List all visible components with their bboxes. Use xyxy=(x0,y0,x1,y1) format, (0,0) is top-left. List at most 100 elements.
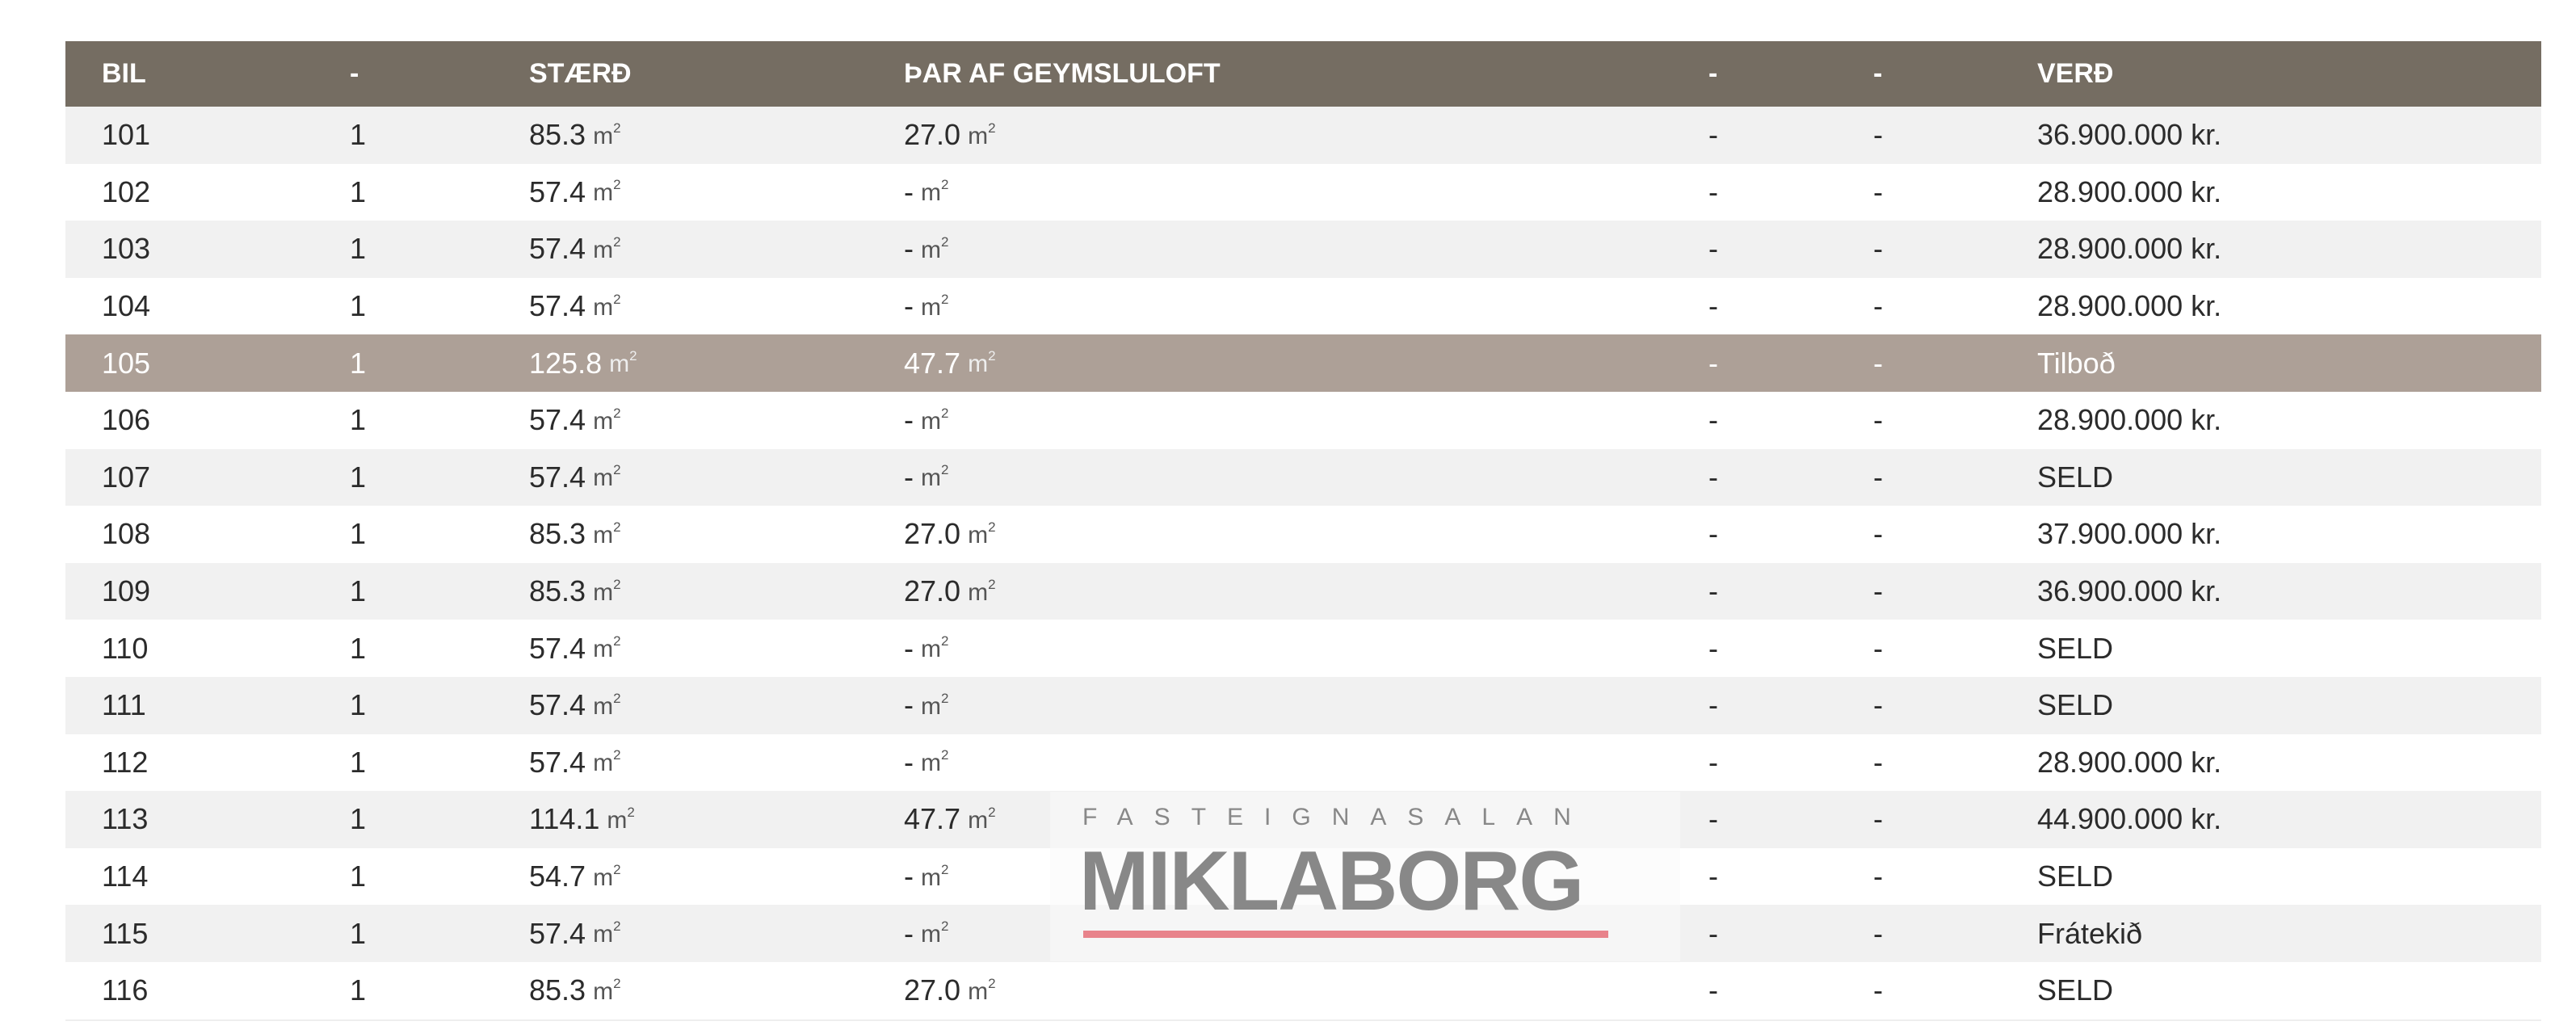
table-row[interactable]: 108 1 85.3 m2 27.0 m2- -37.900.000 kr. xyxy=(65,506,2541,563)
bil-cell: 111 xyxy=(102,677,146,734)
square-meter-unit: m2 xyxy=(921,918,948,948)
square-meter-unit: m2 xyxy=(921,234,948,264)
unit-label: m xyxy=(593,921,614,948)
bil-cell: 103 xyxy=(102,221,150,278)
cell-value: - xyxy=(1708,289,1718,323)
header-verd[interactable]: VERÐ xyxy=(2037,58,2114,89)
square-meter-unit: m2 xyxy=(593,918,620,948)
col2-cell: 1 xyxy=(350,278,366,335)
col5-cell: - xyxy=(1708,107,1718,164)
col5-cell: - xyxy=(1708,449,1718,506)
cell-value: - xyxy=(904,460,914,494)
table-row[interactable]: 106 1 57.4 m2- m2- -28.900.000 kr. xyxy=(65,391,2541,449)
bil-cell: 108 xyxy=(102,506,150,563)
square-meter-unit: m2 xyxy=(593,519,620,549)
table-row[interactable]: 104 1 57.4 m2- m2- -28.900.000 kr. xyxy=(65,277,2541,335)
table-row[interactable]: 109 1 85.3 m2 27.0 m2- -36.900.000 kr. xyxy=(65,562,2541,620)
price-cell: 36.900.000 kr. xyxy=(2037,563,2221,620)
loft-cell: - m2 xyxy=(904,677,948,734)
size-cell: 85.3 m2 xyxy=(529,962,621,1019)
price-cell: 28.900.000 kr. xyxy=(2037,278,2221,335)
square-meter-unit: m2 xyxy=(921,177,948,207)
header-bil[interactable]: BIL xyxy=(102,58,146,89)
col6-cell: - xyxy=(1873,221,1883,278)
unit-exponent: 2 xyxy=(629,348,637,364)
cell-value: 108 xyxy=(102,517,151,551)
header-col2[interactable]: - xyxy=(350,58,359,89)
table-row[interactable]: 112 1 57.4 m2- m2- -28.900.000 kr. xyxy=(65,733,2541,792)
table-row[interactable]: 102 1 57.4 m2- m2- -28.900.000 kr. xyxy=(65,163,2541,221)
bil-cell: 116 xyxy=(102,962,148,1019)
price-cell: SELD xyxy=(2037,620,2113,677)
bil-cell: 114 xyxy=(102,848,148,906)
loft-cell: - m2 xyxy=(904,848,948,906)
loft-cell: 47.7 m2 xyxy=(904,791,996,848)
unit-exponent: 2 xyxy=(988,804,996,820)
table-row[interactable]: 111 1 57.4 m2- m2- - SELD xyxy=(65,676,2541,734)
cell-value: 85.3 xyxy=(529,517,586,551)
cell-value: 110 xyxy=(102,631,149,665)
table-row[interactable]: 101 1 85.3 m2 27.0 m2- -36.900.000 kr. xyxy=(65,107,2541,164)
unit-label: m xyxy=(593,122,614,149)
size-cell: 125.8 m2 xyxy=(529,334,637,392)
square-meter-unit: m2 xyxy=(593,292,620,322)
cell-value: 1 xyxy=(350,688,367,722)
cell-value: - xyxy=(1873,517,1883,551)
cell-value: - xyxy=(1708,860,1718,893)
col2-cell: 1 xyxy=(350,107,366,164)
price-cell: SELD xyxy=(2037,677,2113,734)
table-row[interactable]: 103 1 57.4 m2- m2- -28.900.000 kr. xyxy=(65,221,2541,278)
unit-exponent: 2 xyxy=(613,690,621,706)
col5-cell: - xyxy=(1708,278,1718,335)
square-meter-unit: m2 xyxy=(921,292,948,322)
watermark-brand: MIKLABORG xyxy=(1079,834,1584,928)
col5-cell: - xyxy=(1708,392,1718,449)
cell-value: 57.4 xyxy=(529,460,586,494)
header-staerd[interactable]: STÆRÐ xyxy=(529,58,632,89)
price-cell: Tilboð xyxy=(2037,334,2116,392)
unit-label: m xyxy=(593,464,614,492)
unit-label: m xyxy=(921,407,941,435)
cell-value: 28.900.000 kr. xyxy=(2037,174,2222,208)
unit-exponent: 2 xyxy=(613,462,621,478)
square-meter-unit: m2 xyxy=(593,691,620,721)
unit-label: m xyxy=(921,293,941,321)
header-col5[interactable]: - xyxy=(1708,58,1718,89)
cell-value: 1 xyxy=(350,802,367,836)
cell-value: 37.900.000 kr. xyxy=(2037,517,2222,551)
col5-cell: - xyxy=(1708,791,1718,848)
col6-cell: - xyxy=(1873,734,1883,792)
price-cell: 44.900.000 kr. xyxy=(2037,791,2221,848)
table-row[interactable]: 110 1 57.4 m2- m2- - SELD xyxy=(65,620,2541,677)
cell-value: - xyxy=(1873,174,1883,208)
bil-cell: 101 xyxy=(102,107,150,164)
unit-exponent: 2 xyxy=(941,462,949,478)
header-col6[interactable]: - xyxy=(1873,58,1883,89)
cell-value: - xyxy=(904,403,914,437)
table-row[interactable]: 105 1 125.8 m2 47.7 m2- - Tilboð xyxy=(65,334,2541,392)
cell-value: 36.900.000 kr. xyxy=(2037,118,2222,152)
loft-cell: - m2 xyxy=(904,449,948,506)
cell-value: - xyxy=(1708,916,1718,950)
cell-value: SELD xyxy=(2037,460,2114,494)
square-meter-unit: m2 xyxy=(921,462,948,492)
header-geymsluloft[interactable]: ÞAR AF GEYMSLULOFT xyxy=(904,58,1221,89)
cell-value: 27.0 xyxy=(904,118,961,152)
size-cell: 114.1 m2 xyxy=(529,791,635,848)
unit-exponent: 2 xyxy=(941,690,949,706)
table-row[interactable]: 107 1 57.4 m2- m2- - SELD xyxy=(65,448,2541,506)
units-table: BIL - STÆRÐ ÞAR AF GEYMSLULOFT - - VERÐ … xyxy=(65,41,2541,1021)
unit-exponent: 2 xyxy=(941,861,949,877)
unit-exponent: 2 xyxy=(613,120,621,136)
loft-cell: - m2 xyxy=(904,620,948,677)
col5-cell: - xyxy=(1708,164,1718,221)
cell-value: 107 xyxy=(102,460,151,494)
col5-cell: - xyxy=(1708,962,1718,1019)
col2-cell: 1 xyxy=(350,962,366,1019)
cell-value: 115 xyxy=(102,916,149,950)
cell-value: 1 xyxy=(350,860,367,893)
cell-value: 1 xyxy=(350,973,367,1007)
cell-value: 1 xyxy=(350,174,367,208)
table-row[interactable]: 116 1 85.3 m2 27.0 m2- - SELD xyxy=(65,961,2541,1021)
unit-label: m xyxy=(593,578,614,606)
